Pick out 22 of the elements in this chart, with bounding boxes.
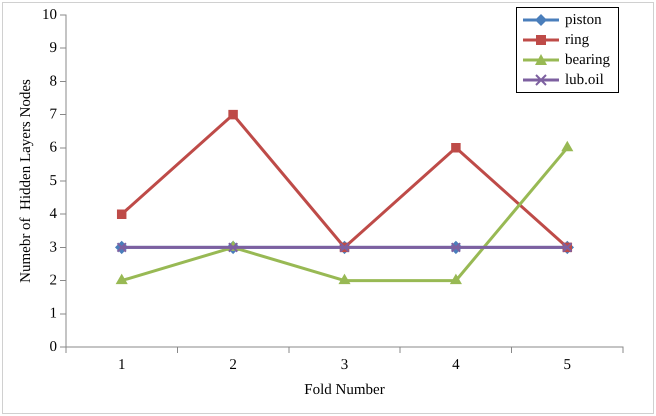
legend-label: ring	[565, 32, 590, 48]
legend-label: lub.oil	[565, 72, 604, 88]
y-tick-label: 10	[42, 6, 57, 23]
x-tick-label: 1	[118, 356, 126, 373]
y-tick-label: 1	[50, 306, 57, 322]
y-tick-label: 6	[50, 140, 58, 156]
y-axis-title: Numebr of Hidden Layers Nodes	[18, 78, 34, 283]
legend-label: bearing	[565, 52, 610, 68]
x-axis-title: Fold Number	[304, 382, 385, 398]
y-tick-label: 5	[50, 172, 57, 189]
x-tick-label: 3	[340, 356, 348, 373]
y-tick-label: 0	[50, 338, 57, 355]
y-tick-label: 2	[50, 272, 57, 289]
y-tick-label: 8	[50, 73, 57, 90]
y-tick-label: 4	[50, 206, 58, 222]
legend-label: piston	[565, 12, 602, 28]
x-tick-label: 2	[229, 356, 237, 373]
x-tick-label: 4	[452, 356, 460, 373]
y-tick-label: 9	[50, 40, 57, 56]
y-tick-label: 7	[50, 106, 58, 123]
y-tick-label: 3	[50, 239, 57, 256]
x-tick-label: 5	[564, 356, 572, 373]
